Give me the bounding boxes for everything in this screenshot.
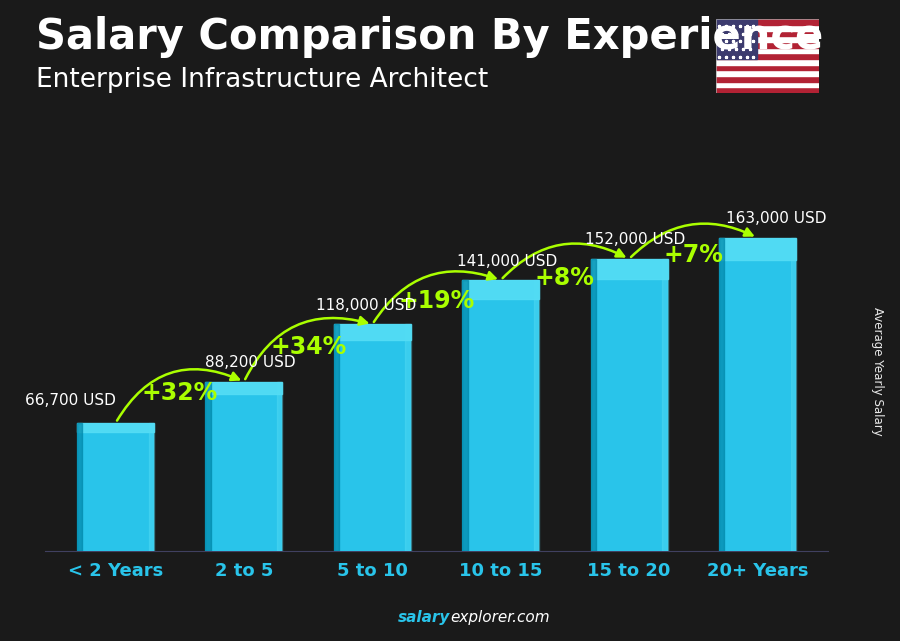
- Bar: [590, 259, 668, 279]
- Bar: [405, 324, 410, 551]
- Bar: [716, 53, 819, 59]
- Text: 163,000 USD: 163,000 USD: [726, 212, 827, 226]
- Bar: [334, 324, 410, 340]
- Text: +34%: +34%: [270, 335, 346, 359]
- Bar: [716, 25, 819, 31]
- Bar: [716, 31, 819, 37]
- Bar: [716, 65, 819, 71]
- Text: Salary Comparison By Experience: Salary Comparison By Experience: [36, 16, 824, 58]
- Bar: [463, 280, 539, 551]
- Bar: [790, 238, 796, 551]
- Bar: [534, 280, 539, 551]
- Text: +32%: +32%: [141, 381, 218, 405]
- Text: Average Yearly Salary: Average Yearly Salary: [871, 308, 884, 436]
- Bar: [716, 42, 819, 47]
- Bar: [719, 238, 796, 260]
- Bar: [77, 423, 83, 551]
- Text: +7%: +7%: [663, 243, 724, 267]
- Bar: [719, 238, 724, 551]
- Text: 141,000 USD: 141,000 USD: [457, 254, 557, 269]
- Bar: [716, 19, 757, 59]
- Bar: [590, 259, 668, 551]
- Bar: [590, 259, 596, 551]
- Bar: [205, 381, 283, 551]
- Bar: [716, 19, 819, 25]
- Text: +8%: +8%: [535, 266, 595, 290]
- Bar: [77, 423, 154, 432]
- Text: 88,200 USD: 88,200 USD: [205, 355, 296, 370]
- Text: Enterprise Infrastructure Architect: Enterprise Infrastructure Architect: [36, 67, 488, 94]
- Bar: [662, 259, 668, 551]
- Bar: [277, 381, 283, 551]
- Bar: [463, 280, 539, 299]
- Bar: [463, 280, 468, 551]
- Text: salary: salary: [398, 610, 450, 625]
- Bar: [716, 37, 819, 42]
- Bar: [716, 87, 819, 93]
- Bar: [716, 47, 819, 53]
- Text: explorer.com: explorer.com: [450, 610, 550, 625]
- Text: 66,700 USD: 66,700 USD: [25, 392, 116, 408]
- Text: 118,000 USD: 118,000 USD: [316, 298, 416, 313]
- Bar: [205, 381, 283, 394]
- Bar: [716, 59, 819, 65]
- Bar: [716, 81, 819, 87]
- Bar: [334, 324, 410, 551]
- Bar: [719, 238, 796, 551]
- Bar: [716, 71, 819, 76]
- Text: 152,000 USD: 152,000 USD: [585, 233, 686, 247]
- Bar: [716, 76, 819, 81]
- Bar: [77, 423, 154, 551]
- Text: +19%: +19%: [399, 289, 474, 313]
- Bar: [205, 381, 211, 551]
- Bar: [148, 423, 154, 551]
- Bar: [334, 324, 339, 551]
